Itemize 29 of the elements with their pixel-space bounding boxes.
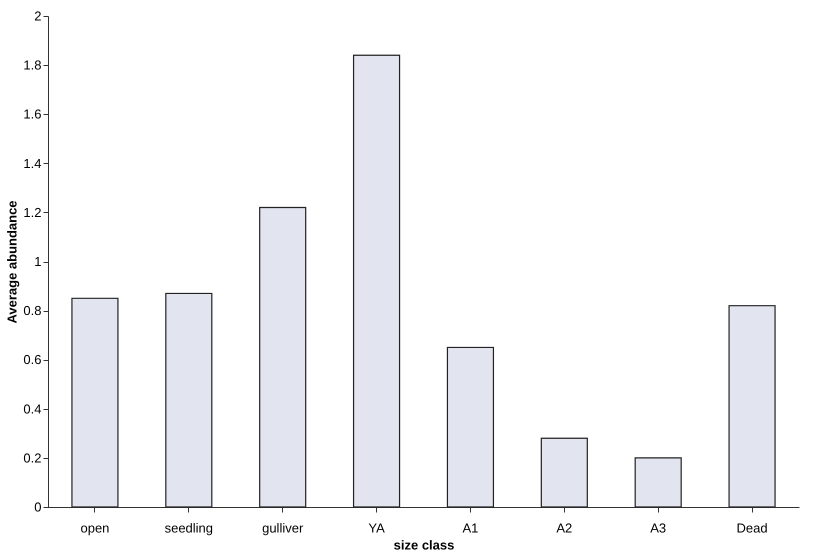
x-tick-label: A2 [556,520,572,536]
bar [71,298,119,508]
y-tick-label: 1.4 [23,156,42,171]
bar [446,346,494,508]
y-tick-label: 1.8 [23,58,42,73]
bar [259,206,306,508]
y-axis-title: Average abundance [4,200,20,324]
y-tick-label: 0 [34,500,42,514]
y-tick-label: 1 [34,254,42,269]
x-tick-label: Dead [736,520,768,536]
bar [728,305,776,508]
y-tick-label: 2 [34,8,42,24]
x-tick-label: A3 [650,520,666,536]
bar [634,457,682,508]
y-tick-label: 1.6 [23,106,42,122]
bar [352,54,400,508]
x-tick-label: YA [368,520,386,536]
x-tick-label: seedling [164,520,214,536]
y-tick-label: 0.8 [23,303,42,318]
bar [165,292,212,508]
y-tick-label: 0.4 [23,401,42,416]
y-tick-label: 1.2 [23,204,42,220]
x-tick-label: A1 [462,520,478,536]
y-tick-label: 0.6 [23,352,42,368]
x-tick-label: gulliver [262,520,304,536]
bar [540,438,588,508]
y-tick-label: 0.2 [23,450,42,466]
x-axis-title: size class [394,538,454,552]
x-tick-label: open [80,520,110,536]
